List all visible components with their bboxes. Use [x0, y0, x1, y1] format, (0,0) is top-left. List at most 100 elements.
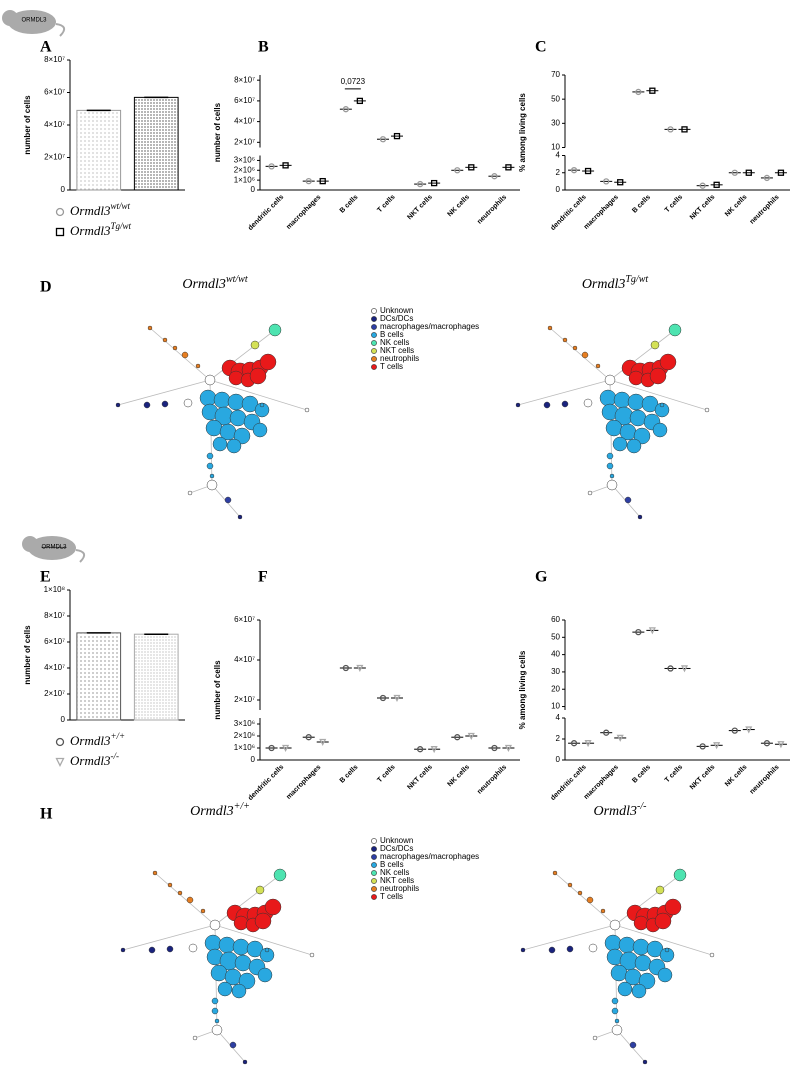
legend-swatch — [371, 854, 377, 860]
tree — [515, 323, 710, 520]
tree-edge — [554, 872, 616, 926]
tree-node — [166, 945, 174, 953]
x-tick-label: neutrophils — [476, 194, 508, 226]
x-tick-label: B cells — [631, 764, 652, 785]
legend-label: Unknown — [380, 306, 413, 315]
marker — [416, 180, 424, 188]
legend-swatch — [371, 878, 377, 884]
y-tick-label: 40 — [551, 650, 560, 659]
tree-node — [632, 938, 650, 956]
marker — [55, 737, 65, 747]
legend-label: macrophages/macrophages — [380, 322, 479, 331]
tree-edge — [517, 379, 611, 406]
tree-node — [595, 363, 601, 369]
title-name: Ormdl3 — [182, 277, 226, 292]
data-point — [710, 742, 723, 750]
tree-node — [232, 938, 250, 956]
data-point — [316, 738, 329, 746]
tree-node — [206, 452, 214, 460]
marker — [491, 173, 498, 180]
data-point — [339, 664, 352, 672]
tree-node — [250, 340, 260, 350]
tree-node — [214, 1018, 220, 1024]
bar — [76, 109, 122, 191]
tree-node — [592, 1035, 598, 1041]
y-tick-label: 6×10⁷ — [44, 637, 65, 646]
tree-node — [668, 323, 682, 337]
y-tick-label: 1×10⁸ — [44, 585, 65, 594]
tree-node — [195, 363, 201, 369]
legend-swatch — [371, 332, 377, 338]
legend-label: NKT cells — [380, 346, 414, 355]
panel-letter: H — [40, 806, 53, 823]
tree-node — [268, 323, 282, 337]
x-tick-label: dendritic cells — [247, 194, 285, 232]
tree-node — [143, 401, 151, 409]
data-point — [414, 180, 427, 188]
x-tick-label: dendritic cells — [247, 764, 285, 802]
tree-node — [209, 919, 221, 931]
marker — [603, 729, 610, 736]
legend-swatch — [371, 364, 377, 370]
legend-label: NK cells — [380, 868, 409, 877]
tree-node — [520, 947, 526, 953]
legend-label: DCs/DCs — [380, 844, 413, 853]
legend-entry: Ormdl3wt/wt — [55, 201, 130, 218]
tree-node — [188, 943, 198, 953]
tree-node — [211, 997, 219, 1005]
tree-node — [642, 1059, 648, 1065]
tree-node — [543, 401, 551, 409]
x-tick-label: NKT cells — [689, 764, 717, 792]
mouse-icon: ORMDL3 — [22, 536, 86, 563]
legend-swatch — [371, 340, 377, 346]
tree-node — [609, 919, 621, 931]
legend-label: B cells — [380, 860, 404, 869]
tree-edge — [209, 379, 308, 411]
y-axis-label: number of cells — [213, 660, 222, 720]
tree-node — [231, 983, 247, 999]
y-tick-label: 0 — [556, 185, 561, 194]
tree-node — [273, 868, 287, 882]
tree-node — [659, 402, 665, 408]
tree-node — [204, 374, 216, 386]
data-point — [488, 744, 501, 752]
y-tick-label: 1×10⁶ — [234, 175, 255, 184]
mouse-label: ORMDL3 — [41, 545, 67, 551]
marker — [777, 169, 785, 176]
data-point — [664, 665, 677, 672]
tree-node — [552, 870, 558, 876]
tree-node — [583, 398, 593, 408]
tree-node — [186, 896, 194, 904]
tree-node — [120, 947, 126, 953]
title-name: Ormdl3 — [593, 804, 637, 819]
y-tick-label: 4 — [556, 151, 561, 160]
legend-label: Ormdl3Tg/wt — [70, 221, 131, 238]
y-tick-label: 2×10⁷ — [44, 689, 65, 698]
data-point — [279, 744, 292, 752]
y-tick-label: 8×10⁷ — [44, 611, 65, 620]
tree-node — [572, 345, 578, 351]
tree-node — [604, 374, 616, 386]
tree-node — [234, 954, 252, 972]
legend-entry: Ormdl3+/+ — [55, 731, 125, 748]
data-point — [774, 169, 787, 176]
data-point — [600, 729, 613, 736]
tree-edge — [154, 872, 216, 926]
marker — [570, 740, 578, 747]
tree-edge — [609, 379, 708, 411]
title-name: Ormdl3 — [190, 804, 234, 819]
data-point — [391, 694, 403, 702]
tree-node — [237, 514, 243, 520]
data-point — [353, 97, 366, 105]
tree-node — [205, 419, 223, 437]
tree-node — [628, 370, 644, 386]
y-tick-label: 50 — [551, 94, 560, 103]
tree-title: Ormdl3-/- — [593, 801, 646, 819]
tree-node — [264, 947, 270, 953]
y-tick-label: 2×10⁷ — [44, 153, 65, 162]
data-point — [710, 181, 723, 188]
tree-node — [659, 353, 677, 371]
tree-node — [192, 1035, 198, 1041]
data-point — [678, 126, 691, 133]
